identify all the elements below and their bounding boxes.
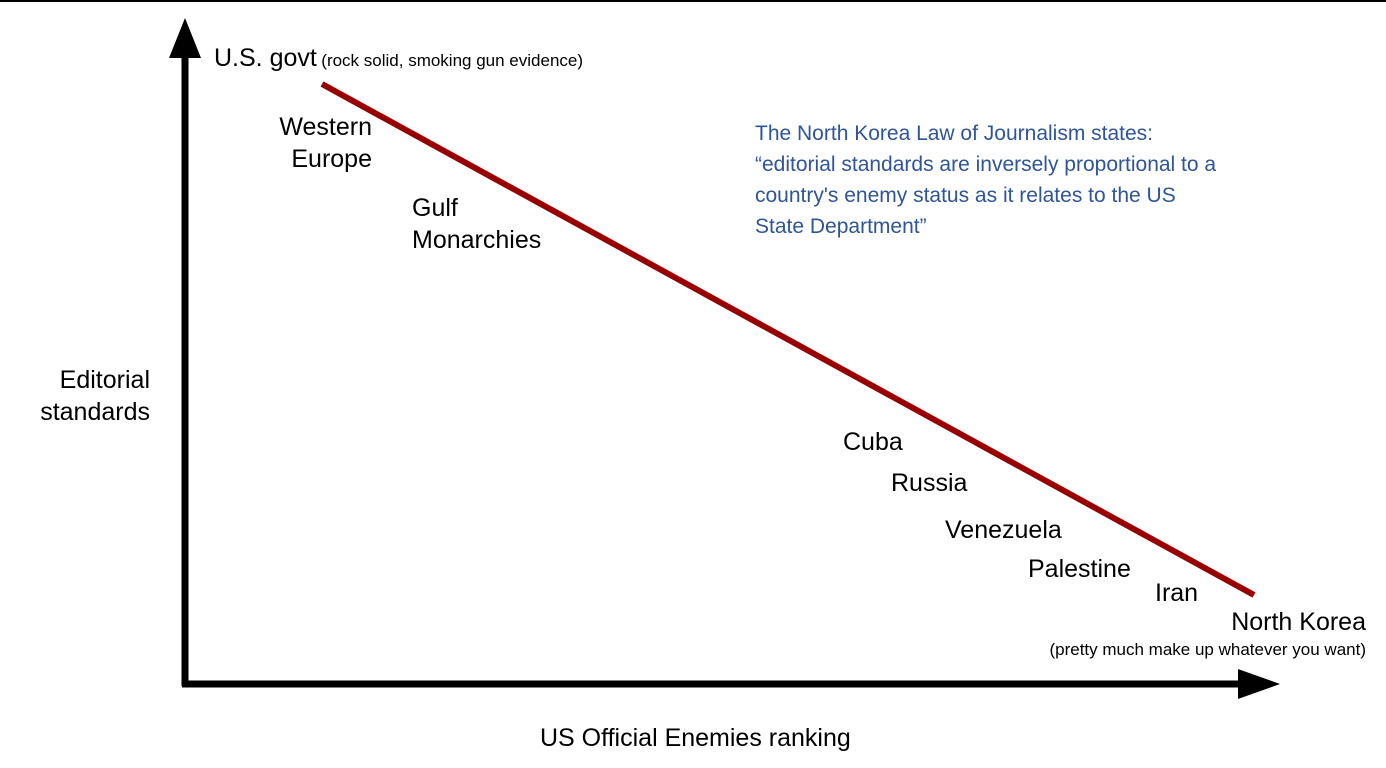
label-cuba: Cuba — [843, 428, 903, 456]
y-axis-label-line-2: standards — [40, 398, 150, 426]
label-western-europe-line-2: Europe — [291, 145, 372, 173]
y-axis-label: Editorial standards — [22, 364, 150, 428]
law-note: The North Korea Law of Journalism states… — [755, 118, 1315, 242]
label-western-europe: Western Europe — [262, 111, 372, 175]
label-gulf-monarchies: Gulf Monarchies — [412, 192, 541, 256]
top-label: U.S. govt (rock solid, smoking gun evide… — [214, 42, 583, 74]
label-venezuela: Venezuela — [945, 516, 1062, 544]
trend-line — [320, 81, 1256, 598]
law-note-line-3: country's enemy status as it relates to … — [755, 184, 1176, 207]
law-note-line-2: “editorial standards are inversely propo… — [755, 153, 1217, 176]
label-gulf-line-1: Gulf — [412, 194, 458, 222]
x-axis-label: US Official Enemies ranking — [540, 724, 851, 752]
label-palestine: Palestine — [1028, 555, 1131, 583]
y-axis-label-line-1: Editorial — [59, 366, 150, 394]
law-note-line-1: The North Korea Law of Journalism states… — [755, 122, 1154, 145]
y-axis-arrowhead — [169, 18, 201, 58]
top-label-main: U.S. govt — [214, 44, 317, 72]
label-western-europe-line-1: Western — [279, 113, 372, 141]
label-russia: Russia — [891, 469, 968, 497]
x-axis-arrowhead — [1238, 669, 1280, 699]
bottom-label-note: (pretty much make up whatever you want) — [1049, 640, 1366, 659]
bottom-label-main: North Korea — [1231, 608, 1366, 636]
label-gulf-line-2: Monarchies — [412, 226, 542, 254]
law-note-line-4: State Department” — [755, 215, 927, 238]
top-label-note: (rock solid, smoking gun evidence) — [321, 51, 584, 70]
top-border — [0, 0, 1386, 2]
label-iran: Iran — [1155, 579, 1199, 607]
